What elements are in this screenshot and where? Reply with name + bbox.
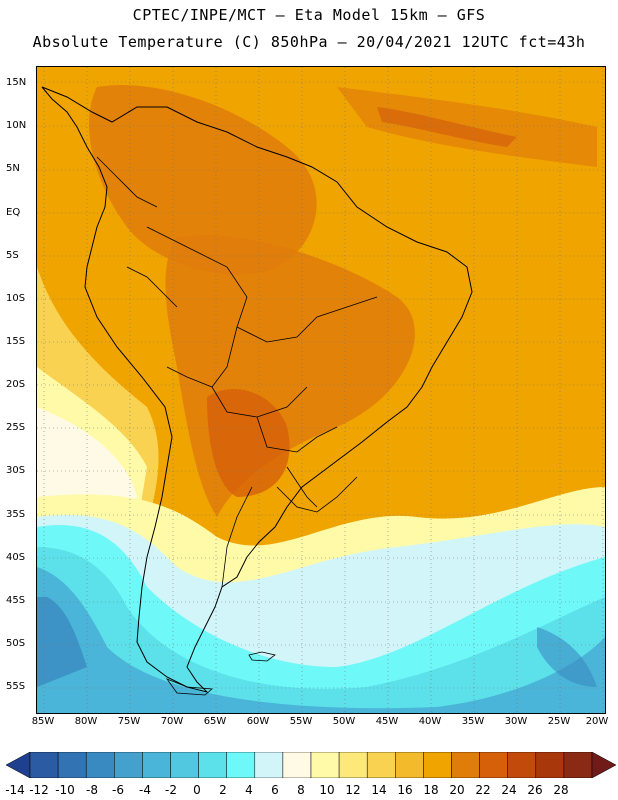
tierra-del-fuego-outline — [165, 678, 213, 696]
colorbar-segment — [254, 752, 284, 778]
lat-label: 15S — [6, 336, 26, 347]
lon-label: 30W — [504, 716, 528, 727]
colorbar-segment — [170, 752, 199, 778]
colorbar-segment — [479, 752, 508, 778]
colorbar-label: -2 — [165, 783, 177, 797]
lat-label: EQ — [6, 207, 21, 218]
map-title: CPTEC/INPE/MCT – Eta Model 15km – GFS — [132, 6, 486, 24]
field-20-22-atlantic — [377, 107, 517, 147]
lon-label: 70W — [160, 716, 184, 727]
field-neg8-neg6-atlantic — [537, 627, 597, 687]
colorbar-label: -4 — [139, 783, 151, 797]
colorbar-label: 0 — [193, 783, 201, 797]
lat-label: 25S — [6, 422, 26, 433]
colorbar-label: 18 — [423, 783, 439, 797]
colorbar-label: -8 — [86, 783, 98, 797]
lat-label: 50S — [6, 638, 26, 649]
colorbar-label: 6 — [271, 783, 279, 797]
field-18-20-north — [88, 85, 317, 275]
field-neg8-neg6-pacific — [37, 597, 87, 687]
lat-label: 10N — [6, 120, 27, 131]
colorbar-label: 10 — [319, 783, 335, 797]
colorbar-segment — [338, 752, 368, 778]
lon-label: 50W — [332, 716, 356, 727]
colorbar-segment — [282, 752, 312, 778]
temperature-field — [37, 67, 605, 713]
colorbar-segment — [198, 752, 227, 778]
colorbar-segment — [310, 752, 340, 778]
colorbar-segment — [29, 752, 59, 778]
lat-label: 45S — [6, 595, 26, 606]
lat-label: 5N — [6, 163, 20, 174]
colorbar-label: 22 — [475, 783, 491, 797]
field-0-2-south — [37, 547, 605, 713]
colorbar-segment — [366, 752, 396, 778]
temperature-map — [36, 66, 606, 714]
lat-label: 10S — [6, 293, 26, 304]
colorbar-label: 24 — [501, 783, 517, 797]
colorbar-segment — [395, 752, 424, 778]
lon-label: 65W — [203, 716, 227, 727]
colorbar-label: 28 — [553, 783, 569, 797]
map-subtitle: Absolute Temperature (C) 850hPa – 20/04/… — [32, 33, 586, 51]
colorbar-segment — [142, 752, 171, 778]
country-borders — [96, 156, 378, 588]
field-20-22-chaco — [207, 388, 290, 497]
colorbar-label: 26 — [527, 783, 543, 797]
colorbar-label: 12 — [345, 783, 361, 797]
lon-label: 25W — [547, 716, 571, 727]
field-neg4-neg2-south — [37, 567, 605, 713]
colorbar-label: -10 — [55, 783, 75, 797]
colorbar-segment — [451, 752, 480, 778]
colorbar-label: 16 — [397, 783, 413, 797]
lat-label: 20S — [6, 379, 26, 390]
colorbar-segment — [85, 752, 115, 778]
graticule — [37, 67, 605, 713]
lon-label: 80W — [74, 716, 98, 727]
falklands-outline — [248, 651, 276, 662]
lat-label: 30S — [6, 465, 26, 476]
colorbar-label: -12 — [29, 783, 49, 797]
lon-label: 35W — [461, 716, 485, 727]
colorbar-label: 2 — [219, 783, 227, 797]
lon-label: 85W — [31, 716, 55, 727]
colorbar-max-arrow — [591, 752, 616, 778]
lon-label: 45W — [375, 716, 399, 727]
colorbar-label: 4 — [245, 783, 253, 797]
colorbar-segment — [114, 752, 143, 778]
lat-label: 55S — [6, 681, 26, 692]
lat-label: 40S — [6, 552, 26, 563]
colorbar-segment — [507, 752, 537, 778]
colorbar-label: -14 — [5, 783, 25, 797]
colorbar-label: 20 — [449, 783, 465, 797]
lat-label: 15N — [6, 77, 27, 88]
colorbar-label: 8 — [297, 783, 305, 797]
lon-label: 75W — [117, 716, 141, 727]
lon-label: 60W — [246, 716, 270, 727]
colorbar-segment — [535, 752, 565, 778]
colorbar-segment — [423, 752, 452, 778]
colorbar-label: 14 — [371, 783, 387, 797]
lat-label: 5S — [6, 250, 19, 261]
lon-label: 40W — [418, 716, 442, 727]
colorbar-segment — [226, 752, 256, 778]
colorbar-segment — [57, 752, 87, 778]
colorbar-min-arrow — [6, 752, 31, 778]
lon-label: 55W — [289, 716, 313, 727]
lon-label: 20W — [585, 716, 609, 727]
temperature-colorbar — [6, 752, 616, 778]
colorbar-segment — [563, 752, 593, 778]
lat-label: 35S — [6, 509, 26, 520]
colorbar-label: -6 — [112, 783, 124, 797]
